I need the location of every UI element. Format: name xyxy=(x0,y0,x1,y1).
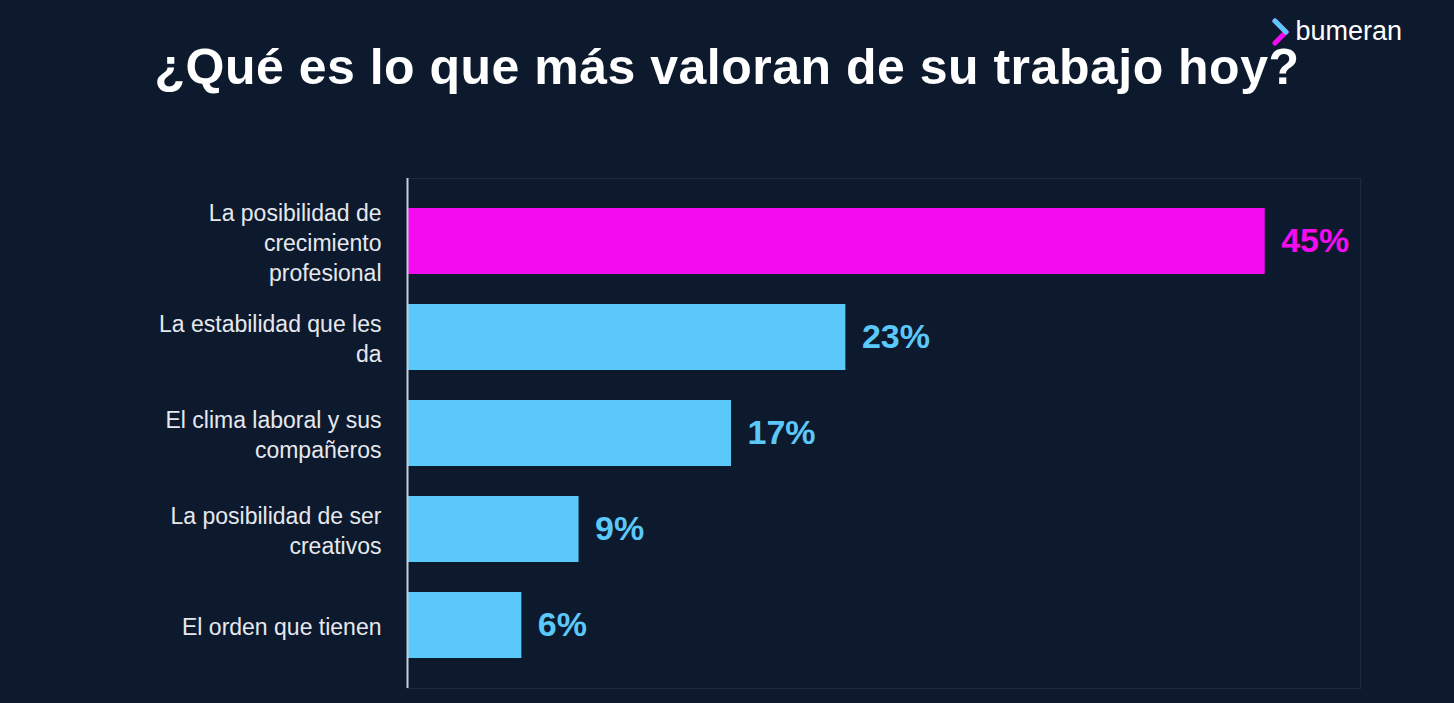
svg-text:6%: 6% xyxy=(538,605,587,643)
svg-text:17%: 17% xyxy=(748,413,816,451)
html-text:¿Qué es lo que más valoran de: ¿Qué es lo que más valoran de su trabajo… xyxy=(154,39,1300,95)
svg-text:El clima laboral y suscompañer: El clima laboral y suscompañeros xyxy=(165,407,381,463)
svg-text:La posibilidad de sercreativos: La posibilidad de sercreativos xyxy=(171,503,382,559)
svg-text:La estabilidad que lesda: La estabilidad que lesda xyxy=(159,311,382,367)
svg-text:45%: 45% xyxy=(1281,221,1349,259)
svg-text:La posibilidad decrecimientopr: La posibilidad decrecimientoprofesional xyxy=(209,200,382,286)
svg-text:El orden que tienen: El orden que tienen xyxy=(182,614,382,640)
svg-text:23%: 23% xyxy=(862,317,930,355)
svg-text:9%: 9% xyxy=(595,509,644,547)
html-text:bumeran: bumeran xyxy=(1295,16,1402,46)
